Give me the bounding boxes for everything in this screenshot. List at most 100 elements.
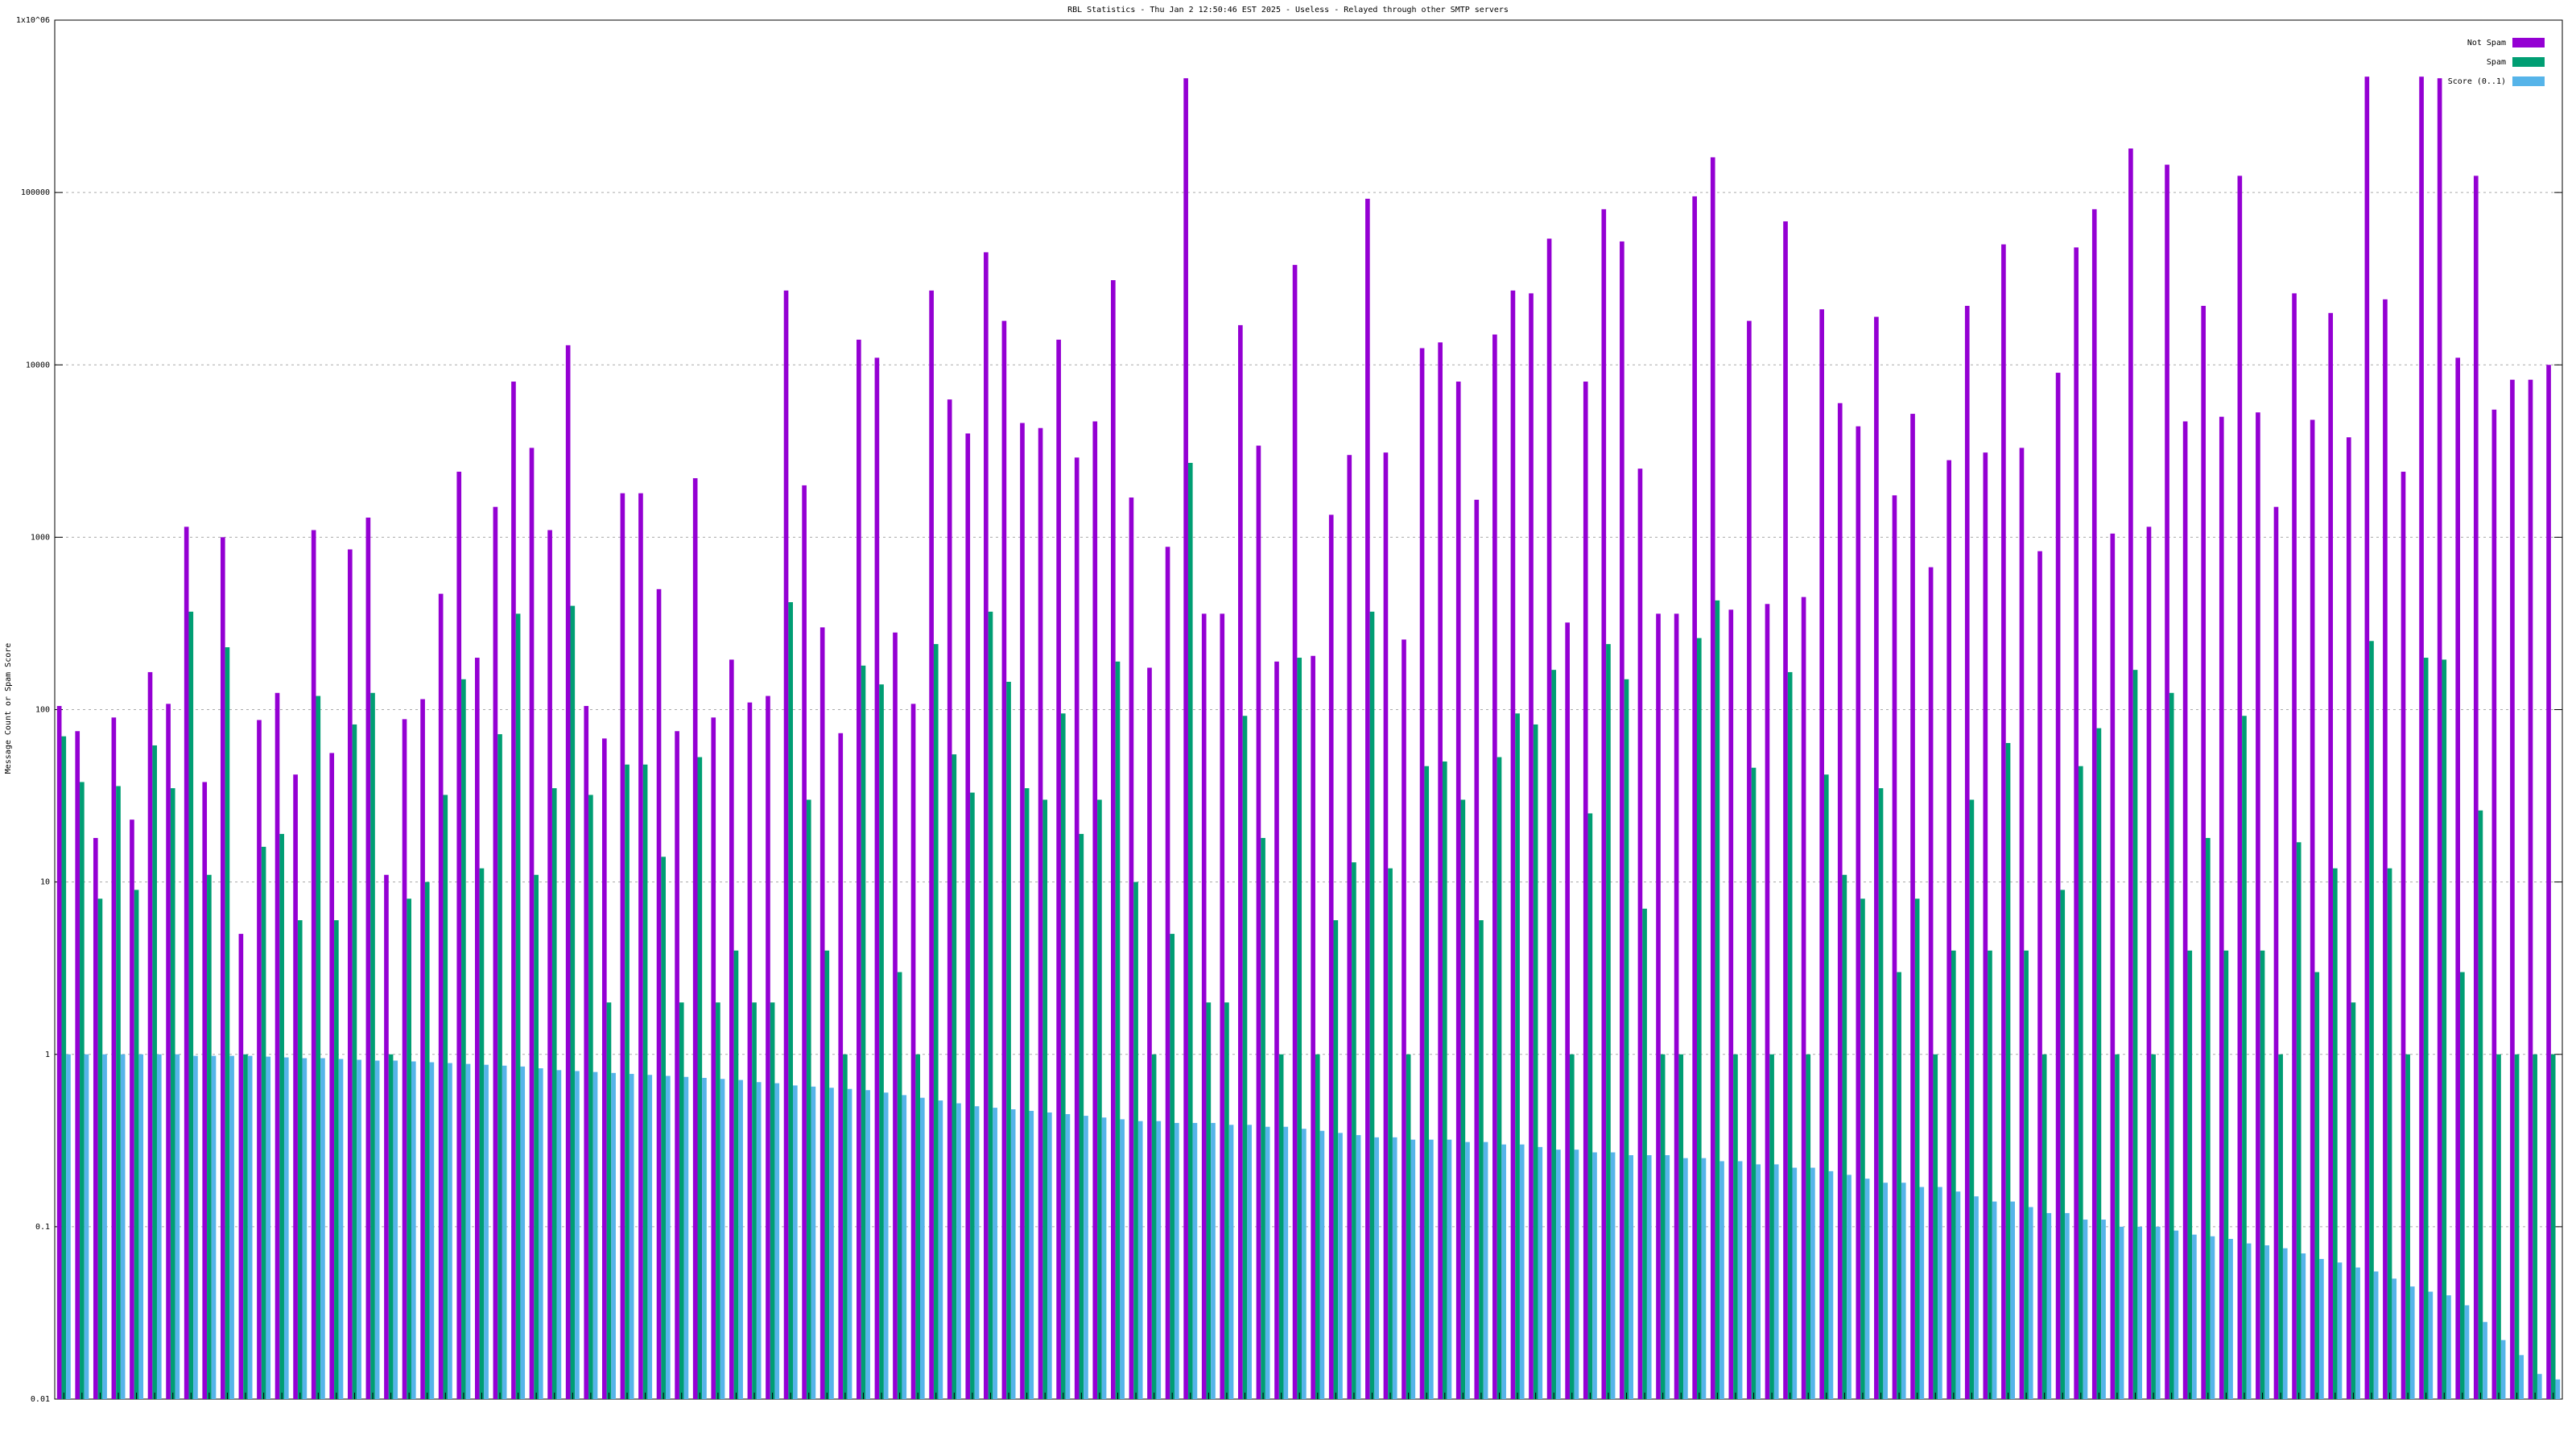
bar bbox=[1847, 1174, 1852, 1399]
legend-label: Spam bbox=[2487, 58, 2506, 67]
bar bbox=[1429, 1139, 1434, 1399]
bar bbox=[1692, 196, 1697, 1400]
bar bbox=[2019, 448, 2025, 1400]
bar bbox=[1129, 497, 1134, 1399]
bar bbox=[2333, 868, 2338, 1399]
bar bbox=[2101, 1220, 2106, 1399]
y-axis-label: Message Count or Spam Score bbox=[4, 643, 13, 774]
bar bbox=[2446, 1295, 2451, 1399]
bar bbox=[547, 530, 552, 1400]
bar bbox=[988, 611, 993, 1399]
bar bbox=[2046, 1212, 2052, 1399]
bar bbox=[2273, 506, 2279, 1399]
bar bbox=[93, 837, 98, 1399]
bar bbox=[130, 819, 134, 1399]
bar bbox=[2260, 950, 2265, 1399]
bar bbox=[788, 602, 794, 1399]
bar bbox=[2437, 78, 2442, 1399]
bar bbox=[211, 1055, 217, 1399]
bar bbox=[1919, 1187, 1925, 1399]
bar bbox=[647, 1075, 653, 1399]
bar bbox=[202, 782, 208, 1399]
bar bbox=[1610, 1152, 1616, 1399]
bar bbox=[279, 833, 284, 1399]
bar bbox=[656, 588, 662, 1399]
bar bbox=[1773, 1164, 1779, 1399]
bar bbox=[1529, 293, 1534, 1400]
bar bbox=[1864, 1179, 1870, 1399]
bar bbox=[384, 874, 389, 1399]
bar bbox=[1038, 427, 1043, 1399]
bar bbox=[520, 1066, 526, 1399]
bar bbox=[320, 1058, 325, 1399]
bar bbox=[1988, 950, 1992, 1399]
bar bbox=[1701, 1158, 1707, 1399]
bar bbox=[257, 720, 262, 1399]
y-tick-label: 1000 bbox=[31, 533, 50, 542]
bar bbox=[2155, 1226, 2161, 1399]
bar bbox=[565, 345, 571, 1400]
bar bbox=[152, 745, 157, 1399]
bar bbox=[2223, 950, 2229, 1399]
bar bbox=[1297, 658, 1302, 1399]
bar bbox=[370, 692, 375, 1399]
bar bbox=[2519, 1355, 2524, 1399]
bar bbox=[2442, 659, 2447, 1399]
bar bbox=[2455, 357, 2461, 1400]
bar bbox=[225, 647, 230, 1399]
bar bbox=[329, 753, 335, 1399]
bar bbox=[116, 786, 121, 1399]
bar bbox=[2310, 419, 2315, 1400]
bar bbox=[1347, 455, 1352, 1399]
bar bbox=[2346, 437, 2351, 1400]
bar bbox=[1151, 1054, 1157, 1399]
bar bbox=[147, 671, 153, 1399]
bar bbox=[2292, 293, 2297, 1400]
bar bbox=[1170, 934, 1175, 1399]
bar bbox=[1133, 881, 1138, 1399]
bar bbox=[1801, 597, 1806, 1399]
bar bbox=[806, 799, 811, 1399]
legend-swatch bbox=[2512, 76, 2545, 86]
bar bbox=[184, 526, 189, 1399]
bar bbox=[774, 1083, 780, 1399]
bar bbox=[138, 1054, 144, 1399]
bar bbox=[1084, 1116, 1088, 1399]
bar bbox=[316, 696, 321, 1399]
bar bbox=[2256, 412, 2260, 1399]
bar bbox=[551, 788, 557, 1399]
bar bbox=[2242, 716, 2247, 1399]
bar bbox=[1092, 421, 1098, 1399]
bar bbox=[2383, 299, 2388, 1399]
bar bbox=[402, 719, 407, 1399]
bar bbox=[2423, 658, 2429, 1399]
bar bbox=[2369, 641, 2374, 1399]
bar bbox=[1001, 320, 1007, 1399]
bar bbox=[1406, 1054, 1411, 1399]
bar bbox=[352, 724, 357, 1399]
bar bbox=[134, 890, 139, 1399]
bar bbox=[1660, 1054, 1666, 1399]
bar bbox=[2060, 890, 2066, 1399]
bar bbox=[1574, 1150, 1579, 1399]
bar bbox=[102, 1054, 107, 1399]
bar bbox=[2364, 76, 2370, 1400]
bar bbox=[879, 684, 884, 1399]
bar bbox=[933, 644, 939, 1399]
bar bbox=[984, 252, 989, 1399]
bar bbox=[1874, 316, 1879, 1399]
bar bbox=[111, 717, 117, 1399]
bar bbox=[620, 493, 625, 1399]
bar bbox=[2165, 164, 2169, 1400]
bar bbox=[1242, 716, 1248, 1399]
bar bbox=[1842, 874, 1847, 1399]
bar bbox=[1983, 452, 1988, 1400]
bar bbox=[1910, 414, 1915, 1399]
bar bbox=[1642, 908, 1647, 1399]
bar bbox=[1606, 644, 1611, 1399]
y-tick-label: 10000 bbox=[26, 361, 50, 369]
bar bbox=[2491, 409, 2497, 1399]
bar bbox=[2401, 471, 2406, 1399]
bar bbox=[1261, 837, 1265, 1399]
y-tick-label: 100 bbox=[35, 706, 50, 715]
